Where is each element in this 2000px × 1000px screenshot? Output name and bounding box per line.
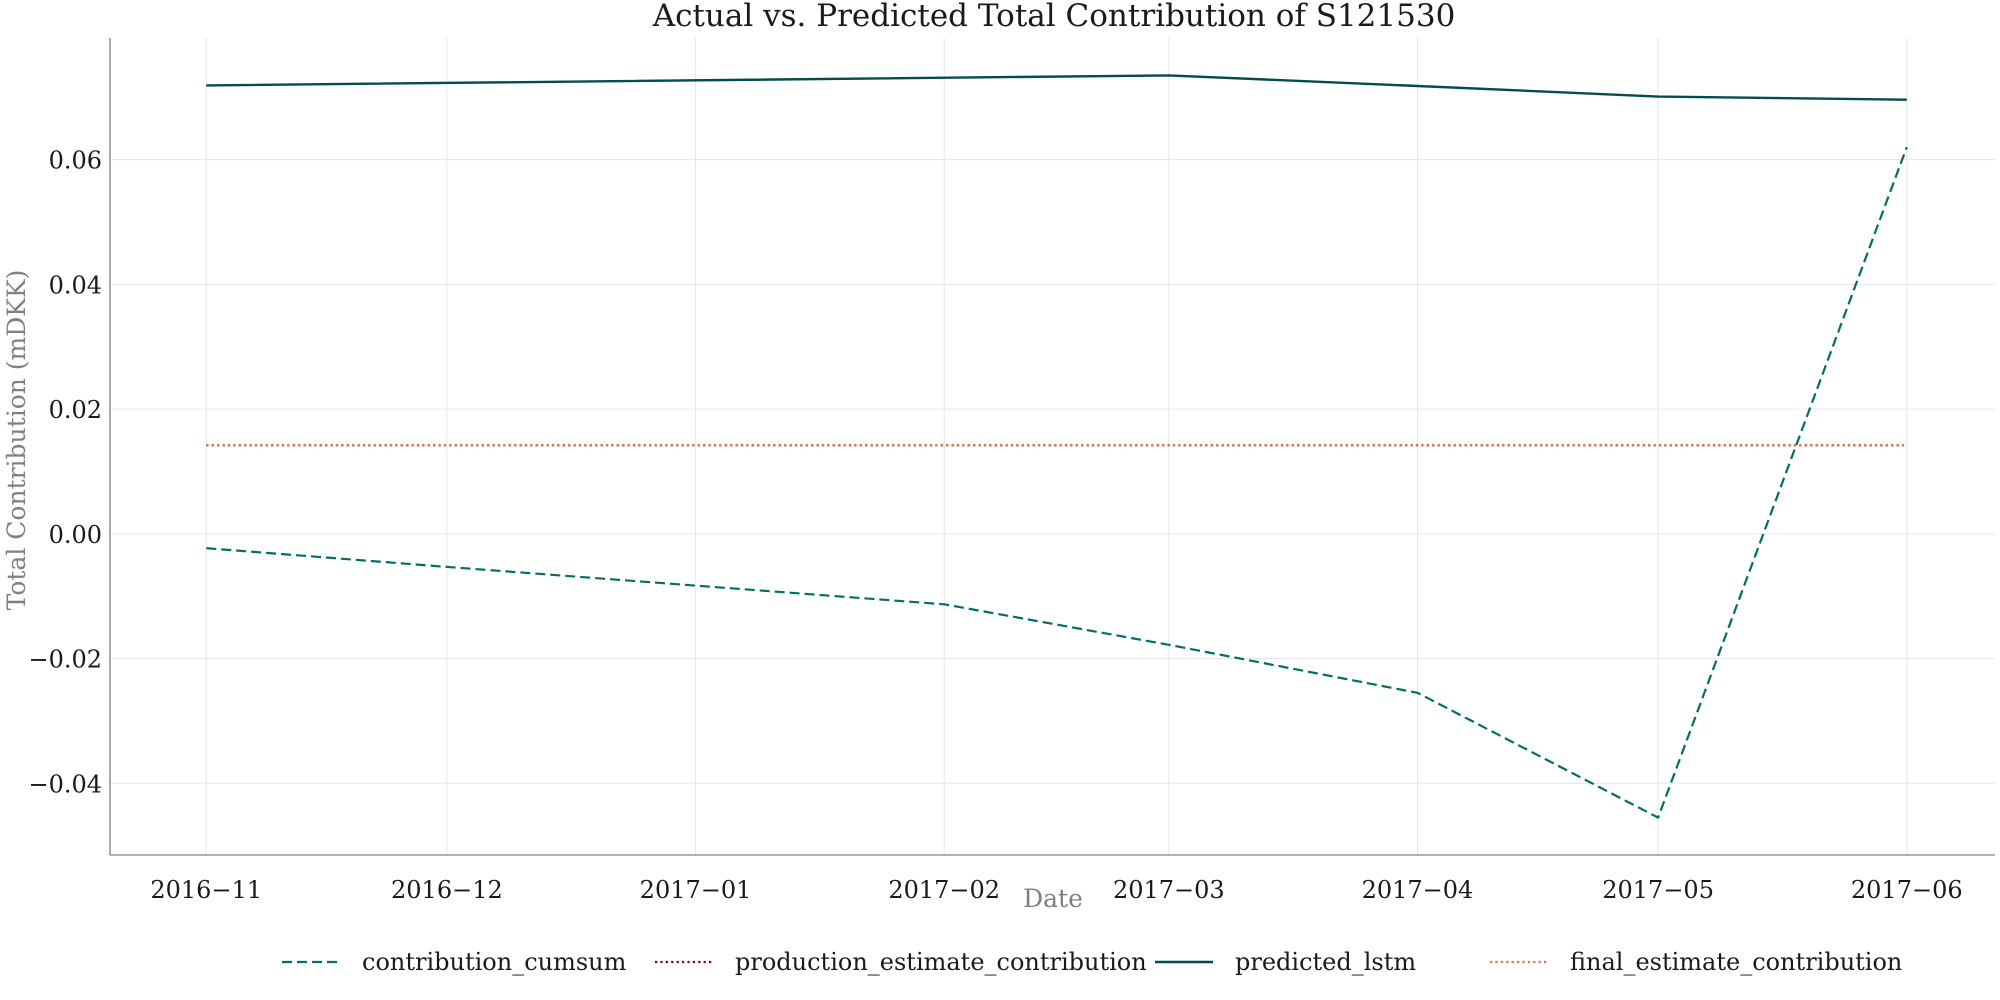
legend-label-contribution_cumsum: contribution_cumsum <box>362 948 627 976</box>
series-line-contribution_cumsum <box>206 146 1908 819</box>
x-tick-label: 2017−05 <box>1602 876 1714 904</box>
y-axis-label: Total Contribution (mDKK) <box>2 270 31 611</box>
grid <box>110 38 1995 855</box>
x-axis-label: Date <box>1023 884 1083 913</box>
x-tick-label: 2017−02 <box>888 876 1000 904</box>
x-tick-label: 2016−11 <box>150 876 262 904</box>
legend-label-predicted_lstm: predicted_lstm <box>1235 948 1416 976</box>
tick-labels: 2016−11 2016−12 2017−01 2017−02 2017−03 2017−… <box>28 147 1962 904</box>
x-tick-label: 2016−12 <box>391 876 503 904</box>
x-tick-label: 2017−03 <box>1113 876 1225 904</box>
y-tick-label: 0.04 <box>49 271 102 299</box>
x-tick-label: 2017−01 <box>640 876 752 904</box>
y-tick-label: 0.06 <box>49 147 102 175</box>
y-tick-label: 0.00 <box>49 521 102 549</box>
series-lines <box>206 74 1908 819</box>
y-tick-label: 0.02 <box>49 396 102 424</box>
y-tick-label: −0.04 <box>28 770 102 798</box>
axes <box>109 38 1995 856</box>
series-line-predicted_lstm <box>206 74 1907 101</box>
y-tick-label: −0.02 <box>28 646 102 674</box>
x-tick-label: 2017−04 <box>1362 876 1474 904</box>
legend-label-production_estimate_contribution: production_estimate_contribution <box>735 948 1147 976</box>
x-tick-label: 2017−06 <box>1851 876 1963 904</box>
legend: contribution_cumsum production_estimate_c… <box>282 948 1902 976</box>
chart-title: Actual vs. Predicted Total Contribution … <box>652 0 1456 34</box>
legend-label-final_estimate_contribution: final_estimate_contribution <box>1570 948 1902 976</box>
